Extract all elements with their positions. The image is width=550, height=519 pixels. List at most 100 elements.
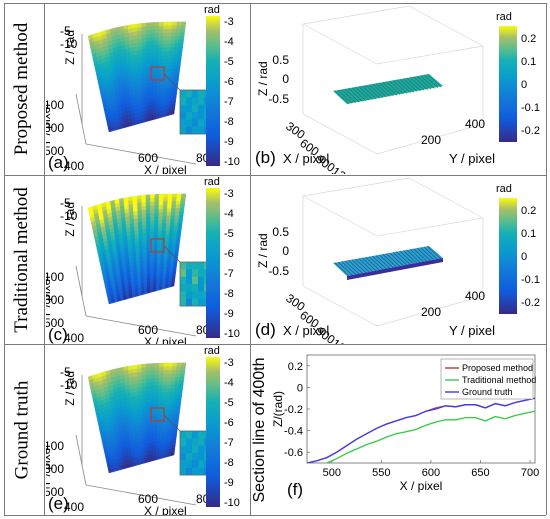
border-left xyxy=(4,3,5,515)
y-tick-label: 0 xyxy=(297,382,303,394)
surface-patch xyxy=(157,227,163,232)
surface-patch xyxy=(161,230,167,235)
surface-patch xyxy=(171,32,177,37)
axis-box-edge xyxy=(376,217,484,237)
surface-patch xyxy=(153,455,157,461)
surface-patch xyxy=(154,21,160,27)
surface-patch xyxy=(165,402,170,408)
error-surface-texture xyxy=(409,77,425,91)
column-divider xyxy=(250,3,251,515)
colorbar-tick-label: -0.2 xyxy=(521,297,540,309)
x-tick-label: 500 xyxy=(323,467,341,479)
surface-patch xyxy=(165,222,171,228)
zoom-inset-cell xyxy=(192,269,199,277)
surface-patch xyxy=(158,29,164,34)
error-surface xyxy=(333,74,443,104)
y-tick-label: 300 xyxy=(46,462,64,476)
surface-patch xyxy=(167,200,173,206)
surface-patch xyxy=(150,366,155,372)
colorbar-tick-label: -6 xyxy=(224,417,234,429)
surface-patch xyxy=(179,204,185,209)
surface-patch xyxy=(163,362,169,367)
surface-patch xyxy=(176,232,182,237)
surface-patch xyxy=(163,193,169,198)
surface-patch xyxy=(177,390,183,396)
zoom-inset-cell xyxy=(192,291,199,299)
z-axis-label: Z / rad xyxy=(63,202,77,237)
zoom-inset-cell xyxy=(186,97,193,105)
error-surface-texture xyxy=(379,254,394,269)
surface-patch xyxy=(174,384,180,389)
zoom-inset-cell xyxy=(180,431,187,439)
zoom-leader-line xyxy=(163,73,183,93)
surface-patch xyxy=(154,216,159,221)
y-tick-label: 200 xyxy=(421,305,441,319)
panel-label: (b) xyxy=(255,148,276,167)
surface-patch xyxy=(154,377,160,383)
error-surface-texture xyxy=(416,247,432,262)
surface-patch xyxy=(157,58,163,64)
surface-patch xyxy=(158,385,163,390)
surface-patch xyxy=(176,21,182,26)
colorbar-tick-label: 0.1 xyxy=(521,228,536,240)
error-panel-b: 0.50-0.5Z / rad3006009001200X / pixel(b)… xyxy=(255,5,540,174)
surface-patch xyxy=(154,381,159,387)
error-surface-texture xyxy=(420,75,435,89)
surface-patch xyxy=(161,58,167,63)
y-axis-label: Y / pixel xyxy=(46,276,53,318)
surface-patch xyxy=(158,36,164,41)
surface-patch xyxy=(158,392,163,397)
colorbar-tick-label: -0.1 xyxy=(521,274,540,286)
colorbar-tick-label: -8 xyxy=(224,116,234,128)
x-axis-label: X / pixel xyxy=(283,323,329,338)
surface-patch xyxy=(129,121,133,127)
label-column-divider xyxy=(44,3,45,515)
surface-patch xyxy=(146,216,151,222)
surface-patch xyxy=(154,29,160,34)
error-surface-texture xyxy=(427,246,442,260)
x-axis-label: X / pixel xyxy=(144,163,187,174)
surface-patch xyxy=(141,206,147,211)
surface-patch xyxy=(153,59,159,64)
y-axis-line xyxy=(75,93,87,145)
colorbar xyxy=(499,198,517,314)
surface-patch xyxy=(158,223,163,228)
surface-patch xyxy=(154,197,160,203)
y-axis-label: Y / pixel xyxy=(46,104,53,146)
surface-patch xyxy=(150,29,155,35)
surface-patch xyxy=(146,52,151,58)
axis-box-edge xyxy=(302,177,410,197)
zoom-inset-cell xyxy=(198,262,205,270)
x-tick-label: 600 xyxy=(138,323,158,337)
colorbar-tick-label: 0 xyxy=(521,79,527,91)
x-tick-label: 600 xyxy=(138,151,158,165)
surface-patch xyxy=(154,220,159,225)
surface-patch xyxy=(180,200,186,205)
surface-patch xyxy=(141,290,145,296)
surface-patch xyxy=(154,51,159,57)
surface-patch xyxy=(141,26,147,32)
y-tick-label: 300 xyxy=(46,293,64,307)
legend-entry: Traditional method xyxy=(462,375,536,385)
zoom-inset-cell xyxy=(192,112,199,120)
panel-label: (a) xyxy=(48,153,69,172)
x-tick-label: 600 xyxy=(138,492,158,506)
z-tick-label: -5 xyxy=(60,365,71,379)
zoom-inset-cell xyxy=(186,467,193,476)
error-panel-d: 0.50-0.5Z / rad3006009001200X / pixel(d)… xyxy=(255,177,540,344)
zoom-inset-cell xyxy=(192,262,199,270)
surface-patch xyxy=(154,201,160,206)
surface-patch xyxy=(144,458,148,464)
surface-patch xyxy=(141,34,147,39)
colorbar xyxy=(499,26,517,142)
zoom-inset-cell xyxy=(192,284,199,292)
colorbar-tick-label: -6 xyxy=(224,248,234,260)
surface-patch xyxy=(167,32,172,37)
surface-patch xyxy=(180,193,187,198)
surface-patch xyxy=(150,55,155,61)
surface-patch xyxy=(166,208,172,213)
x-axis-label: X / pixel xyxy=(144,504,187,515)
surface-patch xyxy=(172,362,178,367)
axis-box-edge xyxy=(302,23,378,65)
surface-patch xyxy=(150,197,155,203)
